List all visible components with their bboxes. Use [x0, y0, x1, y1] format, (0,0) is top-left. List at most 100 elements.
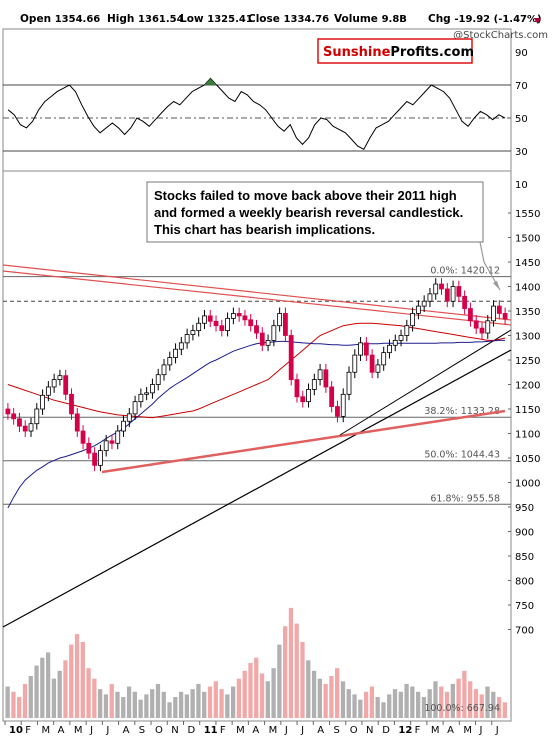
candle-body — [173, 348, 178, 358]
volume-bar — [335, 668, 340, 718]
candle-body — [462, 295, 468, 309]
volume-bar — [63, 660, 68, 718]
price-tick-label: 1550 — [515, 209, 540, 220]
annotation-line-2: and formed a weekly bearish reversal can… — [154, 205, 463, 220]
chg-value: -19.92 (-1.47%) — [454, 14, 541, 25]
volume-bar — [387, 694, 392, 718]
volume-bar — [57, 670, 62, 718]
candle-body — [161, 364, 167, 376]
x-tick-label: J — [284, 725, 288, 736]
candle-body — [369, 354, 375, 373]
candle-body — [439, 283, 444, 290]
volume-bar — [219, 689, 224, 718]
candle-body — [109, 440, 115, 444]
rsi-panel — [3, 77, 511, 152]
annotation-pointer — [479, 241, 501, 291]
volume-bar — [132, 691, 137, 718]
volume-bar — [317, 678, 322, 718]
volume-label: Volume — [334, 13, 378, 25]
volume-bar — [161, 691, 166, 718]
plot-frame — [2, 28, 512, 722]
candle-body — [456, 286, 462, 297]
volume-bar — [74, 634, 80, 718]
volume-bar — [86, 668, 91, 718]
volume-bar — [138, 699, 143, 718]
volume-bar — [421, 697, 427, 718]
volume-bar — [259, 673, 265, 718]
price-tick-label: 800 — [515, 577, 534, 588]
candle-body — [450, 286, 456, 302]
x-tick-label: N — [366, 725, 373, 736]
candle-body — [219, 325, 225, 332]
volume-bar — [248, 662, 253, 718]
volume-bar — [121, 697, 126, 718]
x-tick-label: O — [155, 725, 163, 736]
x-tick-label: M — [74, 725, 83, 736]
open-value: 1354.66 — [55, 14, 101, 25]
annotation-arrowhead — [493, 281, 500, 290]
candle-body — [381, 352, 387, 366]
volume-bar — [225, 694, 230, 718]
close-value: 1334.76 — [284, 14, 330, 25]
candle-body — [363, 342, 369, 356]
volume-bar — [184, 694, 190, 718]
volume-bar — [69, 644, 74, 718]
candle-body — [184, 334, 190, 344]
candle-body — [421, 300, 427, 307]
volume-bar — [358, 699, 363, 718]
candle-body — [97, 450, 103, 466]
candle-body — [17, 418, 22, 427]
candle-body — [51, 379, 57, 388]
candle-body — [40, 394, 45, 410]
price-tick-label: 1300 — [515, 332, 540, 343]
price-tick-label: 1450 — [515, 258, 540, 269]
volume-bar — [468, 681, 473, 718]
volume-bar — [265, 681, 270, 718]
x-axis: 10 F M A M J J A S O N D 11 F M A M J J A S O N D 12 F M A M J J — [4, 721, 499, 736]
x-tick-label: A — [252, 725, 259, 736]
volume-bar — [5, 686, 10, 718]
volume-bar — [150, 689, 155, 718]
volume-bar — [17, 697, 22, 718]
candle-body — [213, 320, 219, 327]
volume-bar — [196, 683, 201, 718]
volume-bar — [202, 691, 207, 718]
price-tick-label: 900 — [515, 528, 534, 539]
candle-body — [346, 371, 352, 395]
candle-body — [398, 335, 404, 341]
volume-bar — [294, 623, 299, 718]
candle-body — [502, 313, 508, 320]
volume-bar — [340, 681, 346, 718]
price-tick-label: 750 — [515, 601, 534, 612]
candle-body — [236, 313, 242, 317]
rsi-tick-label: 30 — [515, 147, 528, 158]
volume-bar — [190, 689, 195, 718]
price-tick-label: 850 — [515, 552, 534, 563]
volume-bar — [450, 683, 455, 718]
volume-bar — [352, 694, 357, 718]
svg-text:High 1361.54: High 1361.54 — [107, 13, 184, 25]
rsi-tick-label: 10 — [515, 180, 528, 191]
low-value: 1325.41 — [207, 14, 253, 25]
volume-bar — [283, 626, 288, 718]
rsi-tick-label: 90 — [515, 48, 528, 59]
candle-body — [410, 313, 416, 327]
volume-bar — [34, 665, 39, 718]
volume-bar — [115, 691, 120, 718]
low-label: Low — [180, 13, 204, 25]
x-tick-label: A — [447, 725, 454, 736]
candle-body — [28, 423, 34, 432]
candle-body — [427, 293, 433, 302]
svg-text:SunshineProfits.com: SunshineProfits.com — [323, 45, 474, 60]
volume-bar — [103, 694, 109, 718]
candle-body — [294, 379, 300, 398]
high-label: High — [107, 13, 134, 25]
candle-body — [248, 319, 254, 327]
candle-body — [202, 315, 207, 324]
price-tick-label: 1400 — [515, 283, 540, 294]
x-tick-label: A — [58, 725, 65, 736]
volume-bar — [207, 686, 213, 718]
candle-body — [5, 408, 11, 415]
volume-bar — [230, 686, 236, 718]
